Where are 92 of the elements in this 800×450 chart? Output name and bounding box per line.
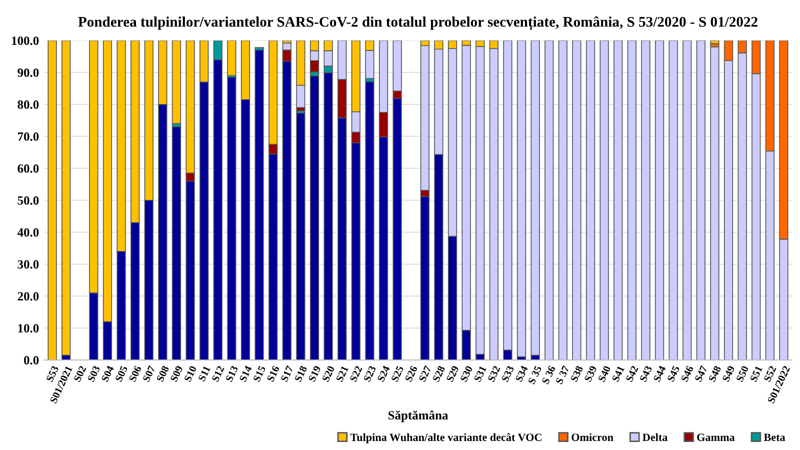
x-tick-label: S07 — [142, 365, 156, 382]
chart-title: Ponderea tulpinilor/variantelor SARS-CoV-2 din totalul probelor secvențiate, România, S 53/2020 - S 01/2022 — [78, 16, 758, 30]
x-tick-label: S50 — [736, 365, 749, 382]
y-tick-label: 60.0 — [18, 164, 39, 173]
bar — [254, 50, 264, 360]
x-tick-label: S10 — [184, 365, 197, 382]
x-tick-label: S23 — [363, 365, 376, 382]
x-tick-label: S21 — [336, 365, 349, 382]
y-tick-label: 80.0 — [18, 100, 39, 109]
x-tick-label: S 37 — [555, 365, 570, 385]
x-tick-label: S24 — [377, 365, 390, 382]
bar — [572, 40, 582, 360]
x-tick-label: S43 — [639, 365, 652, 382]
bar — [558, 40, 568, 360]
x-tick-label: S34 — [515, 365, 528, 382]
y-tick-label: 0.0 — [24, 356, 39, 365]
x-tick-label: S49 — [722, 365, 735, 382]
x-tick-label: S05 — [114, 365, 128, 382]
x-tick-label: S38 — [570, 365, 584, 382]
x-tick-label: S27 — [418, 365, 432, 382]
bar — [627, 40, 636, 360]
bar — [641, 40, 650, 360]
bar — [516, 40, 526, 358]
x-tick-label: S45 — [666, 365, 680, 382]
x-tick-label: S42 — [626, 365, 638, 382]
legend-label: Omicron — [572, 433, 614, 442]
y-tick-label: 30.0 — [18, 260, 39, 269]
x-tick-label: S47 — [694, 365, 708, 382]
legend-label: Beta — [764, 434, 786, 442]
x-tick-label: S09 — [170, 365, 183, 382]
x-tick-label: S14 — [239, 365, 252, 382]
bar — [544, 40, 554, 360]
bar — [365, 81, 374, 360]
bar — [62, 40, 71, 356]
legend-label: Gamma — [697, 434, 735, 442]
bar — [696, 40, 706, 360]
legend-label: Delta — [642, 433, 668, 442]
bar — [296, 112, 306, 360]
x-tick-label: S06 — [128, 365, 142, 382]
y-tick-label: 10.0 — [18, 324, 39, 333]
y-tick-label: 50.0 — [18, 196, 39, 205]
bar — [172, 126, 182, 360]
bar — [172, 40, 182, 124]
x-tick-label: S28 — [432, 365, 446, 382]
y-tick-label: 70.0 — [18, 132, 39, 141]
x-tick-label: S12 — [212, 365, 224, 382]
bar — [586, 40, 596, 360]
x-tick-label: S15 — [252, 365, 266, 382]
x-tick-label: S33 — [501, 365, 514, 382]
bar — [710, 40, 720, 44]
x-tick-label: S20 — [322, 365, 335, 382]
bar — [710, 46, 720, 360]
bar — [668, 40, 678, 360]
x-tick-label: S17 — [280, 365, 294, 382]
bar — [530, 40, 540, 356]
x-tick-label: S19 — [308, 365, 321, 382]
bar — [682, 40, 692, 360]
x-tick-label: S48 — [708, 365, 722, 382]
x-tick-label: S18 — [294, 365, 308, 382]
x-tick-label: S26 — [404, 365, 418, 382]
x-tick-label: S30 — [460, 365, 473, 382]
bar — [600, 40, 609, 360]
x-tick-label: S22 — [350, 365, 362, 382]
x-tick-label: S46 — [680, 365, 694, 382]
y-tick-label: 90.0 — [18, 68, 39, 77]
x-tick-label: S39 — [584, 365, 597, 382]
bar — [614, 40, 623, 360]
x-tick-label: S 36 — [542, 365, 556, 385]
x-tick-label: S02 — [74, 365, 86, 382]
x-tick-label: S 35 — [528, 365, 542, 385]
legend-label: Tulpina Wuhan/alte variante decât VOC — [350, 433, 542, 444]
x-tick-label: S16 — [266, 365, 280, 382]
bar — [310, 76, 320, 360]
x-tick-label: S32 — [488, 365, 500, 382]
x-tick-label: S31 — [474, 365, 487, 382]
y-tick-label: 20.0 — [18, 292, 39, 301]
x-tick-label: S08 — [156, 365, 170, 382]
x-axis-title: Săptămâna — [388, 410, 448, 422]
x-tick-label: S04 — [101, 365, 114, 382]
x-tick-label: S11 — [198, 365, 211, 382]
x-tick-label: S44 — [653, 365, 666, 382]
x-tick-label: S03 — [87, 365, 100, 382]
y-tick-label: 40.0 — [17, 228, 39, 237]
y-tick-label: 100.0 — [12, 36, 39, 46]
x-tick-label: S40 — [598, 365, 611, 382]
x-tick-label: S13 — [225, 365, 238, 382]
x-tick-label: S51 — [750, 365, 763, 382]
x-tick-label: S29 — [446, 365, 459, 382]
x-tick-label: S41 — [612, 365, 625, 382]
bar — [48, 40, 57, 360]
x-tick-label: S25 — [390, 365, 404, 382]
bar — [654, 40, 664, 360]
